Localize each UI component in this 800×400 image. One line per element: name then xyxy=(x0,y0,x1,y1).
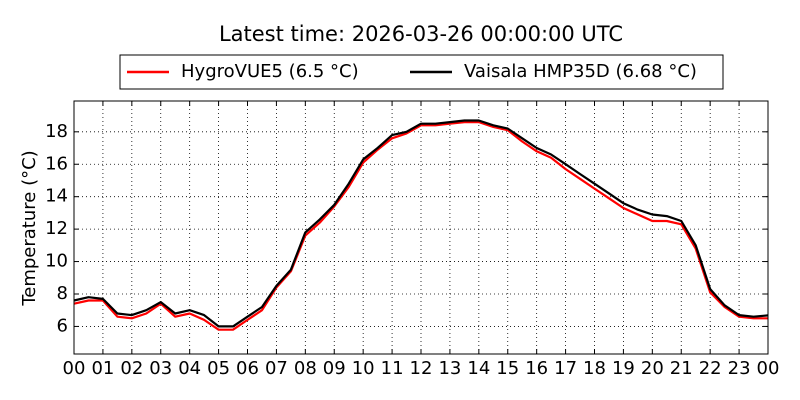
y-axis-label: Temperature (°C) xyxy=(19,150,40,306)
x-tick-label: 21 xyxy=(670,358,693,379)
x-tick-label: 00 xyxy=(757,358,780,379)
y-tick-label: 8 xyxy=(57,283,68,304)
y-tick-label: 18 xyxy=(45,121,68,142)
x-tick-label: 13 xyxy=(438,358,461,379)
x-tick-label: 01 xyxy=(91,358,114,379)
chart-title: Latest time: 2026-03-26 00:00:00 UTC xyxy=(219,22,623,46)
x-tick-label: 23 xyxy=(728,358,751,379)
x-tick-label: 04 xyxy=(178,358,201,379)
x-tick-label: 03 xyxy=(149,358,172,379)
plot-frame xyxy=(73,100,769,355)
x-tick-label: 20 xyxy=(641,358,664,379)
y-tick-label: 10 xyxy=(45,251,68,272)
x-tick-label: 18 xyxy=(583,358,606,379)
x-tick-label: 06 xyxy=(236,358,259,379)
y-tick-label: 14 xyxy=(45,186,68,207)
x-tick-label: 05 xyxy=(207,358,230,379)
legend-label: Vaisala HMP35D (6.68 °C) xyxy=(464,61,697,82)
x-tick-label: 12 xyxy=(410,358,433,379)
legend-label: HygroVUE5 (6.5 °C) xyxy=(181,61,359,82)
x-tick-label: 16 xyxy=(525,358,548,379)
x-tick-label: 22 xyxy=(699,358,722,379)
series-line xyxy=(73,121,768,331)
series-line xyxy=(73,119,769,328)
x-tick-label: 15 xyxy=(496,358,519,379)
x-tick-label: 09 xyxy=(323,358,346,379)
x-tick-label: 00 xyxy=(63,358,86,379)
x-tick-label: 07 xyxy=(265,358,288,379)
x-tick-label: 17 xyxy=(554,358,577,379)
y-tick-label: 12 xyxy=(45,218,68,239)
x-tick-label: 19 xyxy=(612,358,635,379)
x-tick-label: 08 xyxy=(294,358,317,379)
y-tick-label: 6 xyxy=(57,315,68,336)
x-tick-label: 10 xyxy=(352,358,375,379)
x-tick-label: 14 xyxy=(467,358,490,379)
x-tick-label: 02 xyxy=(120,358,143,379)
x-tick-label: 11 xyxy=(381,358,404,379)
y-tick-label: 16 xyxy=(45,153,68,174)
